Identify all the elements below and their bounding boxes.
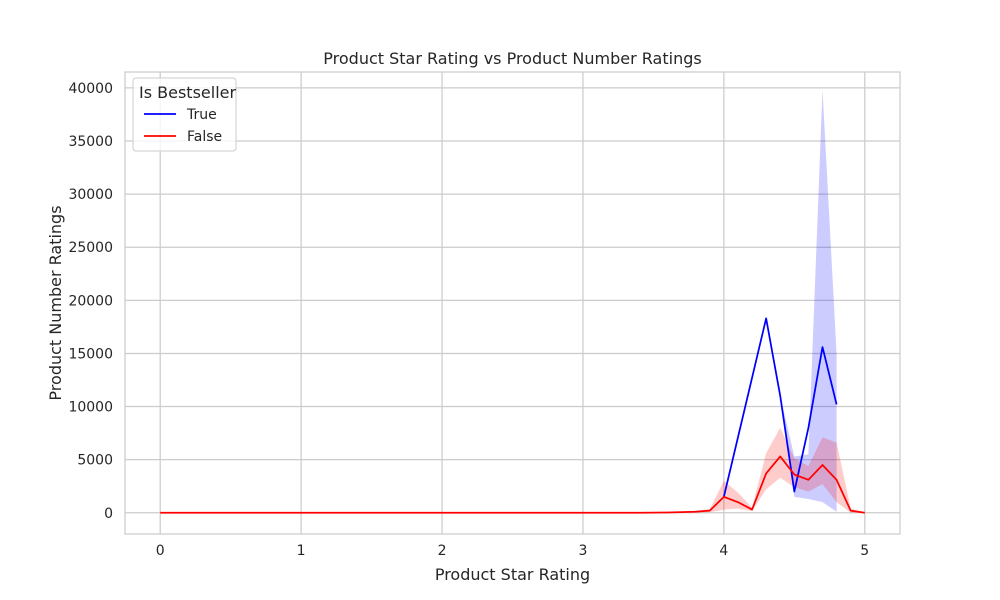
x-tick-label: 1: [297, 543, 306, 559]
y-tick-label: 10000: [68, 400, 113, 416]
chart-title: Product Star Rating vs Product Number Ra…: [323, 49, 701, 68]
x-tick-label: 0: [156, 543, 165, 559]
x-tick-label: 2: [438, 543, 447, 559]
y-tick-label: 20000: [68, 293, 113, 309]
legend: Is Bestseller True False: [132, 77, 237, 152]
plot-area: [124, 71, 901, 535]
x-tick-label: 5: [860, 543, 869, 559]
confidence-bands: [160, 90, 865, 513]
y-tick-label: 40000: [68, 81, 113, 97]
legend-title: Is Bestseller: [139, 83, 236, 102]
y-tick-label: 0: [104, 506, 113, 522]
y-tick-label: 15000: [68, 346, 113, 362]
y-axis-label: Product Number Ratings: [46, 205, 65, 400]
y-tick-label: 35000: [68, 134, 113, 150]
y-tick-labels: 0 5000 10000 15000 20000 25000 30000 35000 40000: [68, 81, 113, 522]
y-tick-label: 25000: [68, 240, 113, 256]
x-tick-labels: 0 1 2 3 4 5: [156, 543, 869, 559]
line-false: [160, 455, 865, 514]
x-tick-label: 3: [578, 543, 587, 559]
series-lines: [160, 317, 865, 514]
legend-label-true: True: [186, 107, 217, 123]
grid-lines: [125, 72, 900, 534]
y-tick-label: 30000: [68, 187, 113, 203]
y-tick-label: 5000: [77, 453, 113, 469]
x-tick-label: 4: [719, 543, 728, 559]
x-axis-label: Product Star Rating: [435, 565, 590, 584]
legend-label-false: False: [187, 129, 222, 145]
band-true: [723, 90, 837, 512]
line-true: [723, 317, 838, 498]
legend-box: [132, 77, 237, 152]
